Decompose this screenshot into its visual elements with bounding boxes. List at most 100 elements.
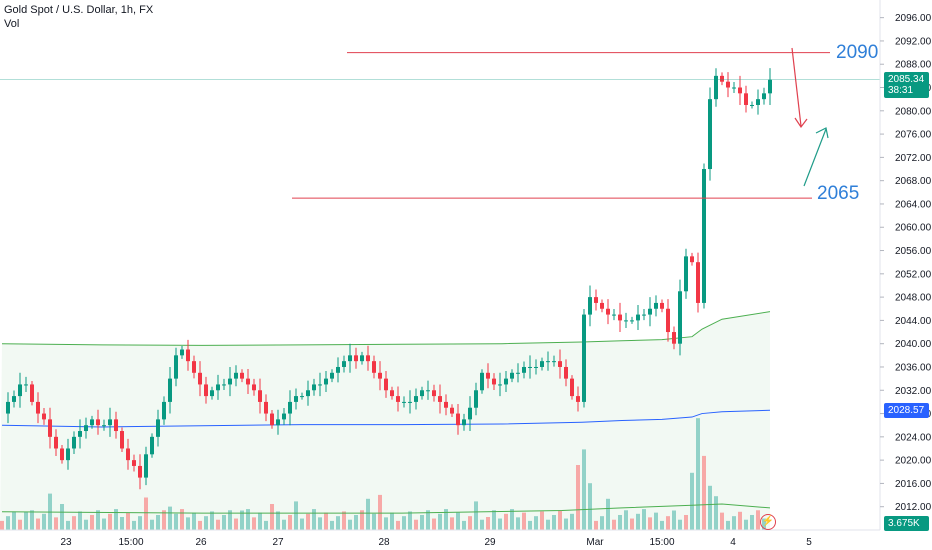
volume-bar-78 [468,516,472,530]
y-tick-label-2: 2020.00 [895,456,932,467]
x-tick-label-3: 27 [272,537,284,548]
candle-body-111 [666,308,670,333]
candle-body-62 [372,361,376,373]
candle-body-11 [66,448,70,461]
level-lines[interactable] [292,47,830,199]
volume-bar-36 [216,519,220,530]
volume-bar-71 [426,510,430,530]
volume-bar-14 [84,519,88,530]
candle-body-74 [444,401,448,408]
volume-bars [0,418,771,530]
last-price-value: 2085.34 [888,73,925,85]
candle-body-113 [678,291,682,344]
candle-body-8 [48,419,52,437]
volume-bar-16 [96,510,100,530]
volume-bar-112 [672,510,676,530]
candle-body-114 [684,256,688,292]
candle-body-41 [246,378,250,385]
candle-body-47 [282,413,286,420]
volume-bar-84 [504,513,508,530]
candle-body-55 [330,372,334,379]
candle-body-52 [312,384,316,391]
volume-bar-47 [282,519,286,530]
time-axis[interactable]: 23 15:00 26 27 28 29 Mar 15:00 4 5 [60,537,812,548]
candle-body-40 [240,372,244,379]
y-tick-label-12: 2060.00 [895,223,932,234]
candle-body-84 [504,378,508,385]
candle-body-39 [234,372,238,379]
moving-average [1,409,771,428]
volume-bar-5 [30,510,34,530]
volume-bar-7 [42,513,46,530]
last-price-badge: 2085.34 38:31 [884,71,929,98]
volume-bar-63 [378,494,382,530]
volume-bar-4 [24,511,28,530]
candle-body-99 [594,297,598,303]
candle-body-83 [498,384,502,386]
volume-bar-88 [528,520,532,530]
candle-body-32 [192,361,196,373]
bar-countdown: 38:31 [888,84,914,96]
y-tick-label-17: 2080.00 [895,106,932,117]
volume-bar-60 [360,510,364,530]
volume-legend[interactable]: Vol [4,18,20,30]
candle-body-37 [222,384,226,386]
y-tick-label-7: 2040.00 [895,339,932,350]
volume-bar-1 [6,516,10,530]
volume-bar-83 [498,518,502,530]
candle-body-46 [276,419,280,426]
volume-bar-45 [270,504,274,530]
volume-bar-70 [420,514,424,530]
volume-bar-115 [690,472,694,530]
volume-bar-118 [708,485,712,530]
volume-bar-18 [108,513,112,530]
symbol-legend[interactable]: Gold Spot / U.S. Dollar, 1h, FX [4,4,154,16]
candle-body-65 [390,390,394,397]
volume-bar-67 [402,516,406,530]
volume-bar-120 [720,512,724,530]
candle-body-57 [342,361,346,367]
down-arrow-head-icon [794,117,808,129]
candle-body-122 [732,87,736,89]
candle-body-42 [252,384,256,391]
volume-bar-62 [372,513,376,530]
volume-bar-57 [342,511,346,530]
candle-body-67 [402,401,406,403]
y-tick-label-8: 2044.00 [895,316,932,327]
volume-bar-13 [78,511,82,530]
volume-bar-31 [186,517,190,530]
candle-body-24 [144,454,148,478]
volume-bar-30 [180,509,184,530]
candle-body-58 [348,355,352,362]
volume-bar-90 [540,511,544,530]
volume-bar-6 [36,518,40,530]
candle-body-66 [396,396,400,402]
volume-bar-61 [366,498,370,530]
candle-body-85 [510,372,514,379]
candle-body-22 [132,460,136,466]
volume-bar-65 [390,512,394,530]
ma-value-badge: 2028.57 [884,403,929,419]
candle-body-69 [414,396,418,402]
volume-value-badge: 3.675K [884,516,929,531]
volume-bar-108 [648,517,652,530]
candle-body-95 [570,378,574,397]
volume-bar-116 [696,418,700,530]
volume-bar-103 [618,514,622,530]
lightning-icon[interactable]: ⚡ [760,514,776,530]
volume-bar-86 [516,517,520,530]
volume-bar-85 [510,509,514,530]
price-axis[interactable]: 2012.002016.002020.002024.002028.002032.… [0,0,932,531]
volume-bar-48 [288,514,292,530]
candle-body-107 [642,314,646,316]
candle-body-94 [564,366,568,379]
candle-body-53 [318,384,322,386]
candle-body-87 [522,366,526,373]
candle-body-17 [102,425,106,427]
volume-bar-126 [756,510,760,530]
volume-bar-121 [726,520,730,530]
candle-body-16 [96,419,100,426]
candle-body-64 [384,378,388,391]
candle-body-125 [750,104,754,106]
